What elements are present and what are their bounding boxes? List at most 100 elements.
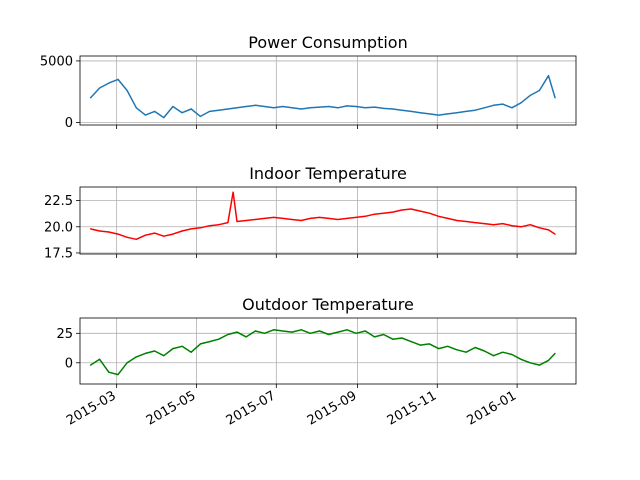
- data-point: [163, 355, 165, 357]
- data-point: [199, 115, 202, 117]
- data-point: [273, 107, 275, 109]
- data-point: [309, 332, 311, 334]
- data-point: [355, 332, 357, 334]
- data-point: [163, 235, 165, 237]
- data-point: [383, 212, 385, 214]
- y-tick-label: 0: [65, 356, 73, 371]
- chart-panel-2: 17.5 20.0 22.5 Indoor Temperature: [44, 164, 577, 261]
- data-point: [529, 94, 531, 97]
- data-point: [346, 217, 348, 220]
- data-point: [511, 353, 513, 356]
- data-point: [538, 364, 540, 366]
- data-point: [236, 107, 238, 109]
- data-point: [144, 234, 147, 236]
- data-point: [227, 221, 229, 224]
- data-point: [538, 89, 540, 92]
- data-point: [554, 97, 556, 99]
- data-point: [218, 224, 220, 226]
- data-point: [373, 336, 376, 338]
- data-point: [419, 112, 421, 114]
- data-point: [263, 332, 266, 334]
- data-point: [254, 218, 256, 221]
- data-point: [318, 330, 321, 332]
- x-tick-label: 2015-05: [144, 388, 199, 428]
- data-point: [447, 345, 449, 347]
- chart-title: Power Consumption: [248, 33, 407, 52]
- axes-frame: [79, 186, 577, 255]
- data-point: [410, 110, 412, 113]
- data-point: [300, 219, 302, 222]
- data-point: [428, 113, 431, 115]
- data-point: [135, 238, 137, 240]
- data-point: [337, 107, 339, 109]
- data-point: [474, 221, 476, 224]
- data-point: [511, 225, 513, 227]
- data-point: [318, 216, 321, 218]
- data-point: [364, 215, 366, 217]
- data-point: [465, 351, 467, 353]
- data-point: [437, 348, 440, 350]
- data-point: [172, 105, 174, 108]
- data-point: [392, 338, 394, 340]
- data-point: [153, 350, 156, 352]
- data-point: [227, 333, 229, 336]
- data-point: [554, 233, 556, 235]
- data-point: [373, 213, 376, 215]
- data-point: [172, 233, 174, 235]
- data-point: [419, 210, 421, 212]
- data-point: [117, 373, 119, 376]
- y-tick-label: 20.0: [44, 220, 73, 235]
- data-point: [383, 333, 385, 336]
- data-point: [218, 338, 220, 340]
- data-point: [502, 351, 504, 353]
- data-point: [502, 223, 504, 225]
- chart-panel-3: 0 25 Outdoor Temperature 2015-03 2015-05 2015…: [56, 295, 577, 429]
- data-point: [328, 333, 330, 336]
- data-point: [337, 218, 339, 221]
- data-point: [520, 358, 522, 360]
- data-point: [89, 364, 92, 366]
- data-point: [89, 97, 92, 99]
- data-point: [199, 343, 202, 345]
- data-point: [318, 106, 321, 108]
- y-tick-label: 22.5: [44, 194, 73, 209]
- data-point: [364, 330, 366, 332]
- series-line: [90, 191, 556, 241]
- data-point: [456, 112, 458, 114]
- data-point: [126, 89, 128, 92]
- data-point: [263, 217, 266, 220]
- data-point: [99, 230, 101, 232]
- data-point: [456, 349, 458, 351]
- x-tick-label: 2015-09: [305, 388, 360, 428]
- data-point: [492, 104, 495, 106]
- data-point: [135, 356, 137, 358]
- data-point: [492, 224, 495, 226]
- data-point: [355, 105, 357, 108]
- data-point: [538, 227, 540, 229]
- data-point: [511, 107, 513, 109]
- data-point: [456, 219, 458, 222]
- x-tick-label: 2015-11: [385, 388, 440, 428]
- data-point: [144, 114, 147, 116]
- chart-title: Outdoor Temperature: [242, 295, 414, 314]
- data-point: [547, 75, 550, 77]
- data-point: [172, 348, 174, 350]
- data-point: [89, 228, 92, 230]
- y-tick-label: 25: [56, 327, 73, 342]
- data-point: [99, 87, 101, 89]
- data-point: [99, 358, 101, 360]
- data-point: [190, 108, 192, 110]
- data-point: [401, 109, 403, 111]
- data-point: [300, 108, 302, 110]
- data-point: [108, 371, 110, 373]
- data-point: [392, 211, 394, 213]
- data-point: [190, 351, 192, 353]
- data-point: [529, 362, 531, 364]
- data-point: [410, 208, 412, 210]
- data-point: [263, 105, 266, 108]
- data-point: [465, 110, 467, 113]
- data-point: [254, 104, 256, 106]
- data-point: [346, 329, 348, 331]
- data-point: [254, 330, 256, 332]
